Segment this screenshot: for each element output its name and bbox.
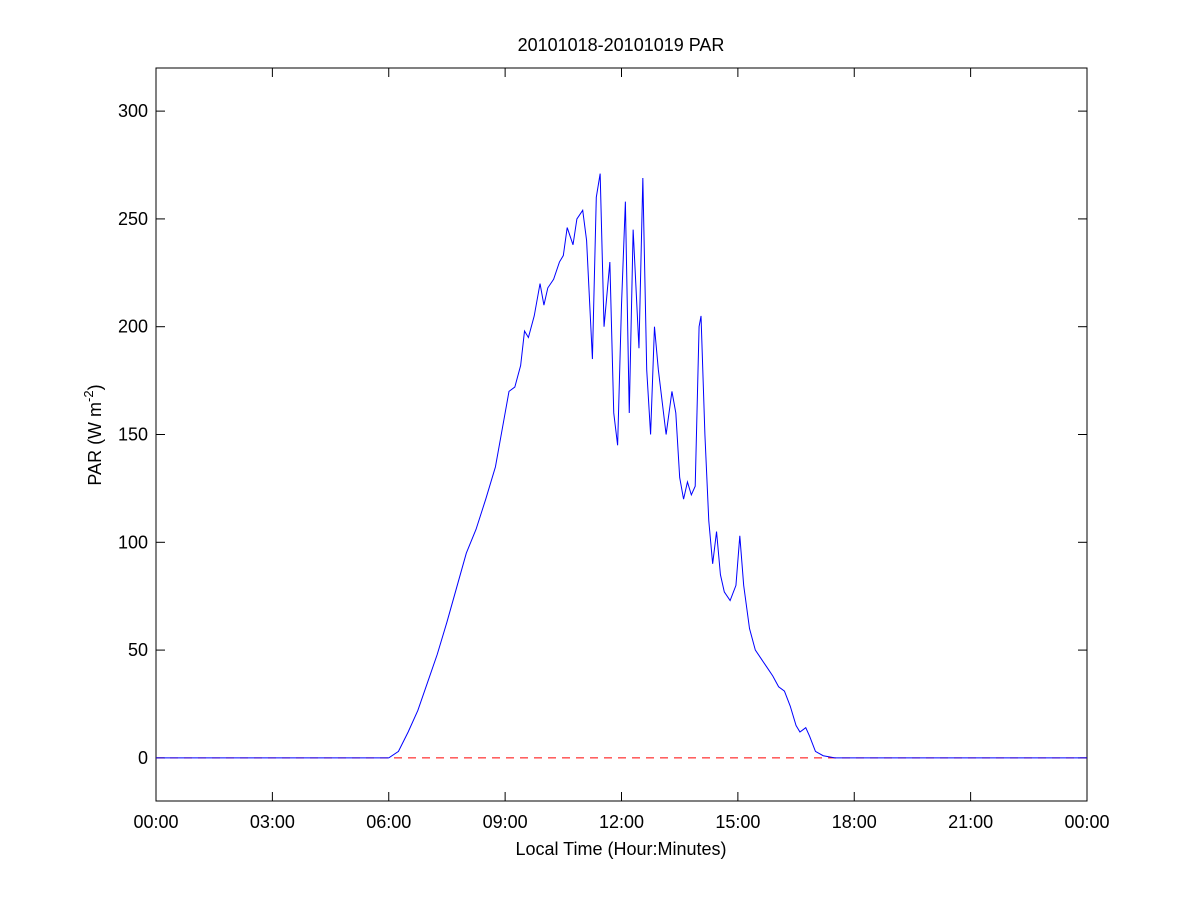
y-axis-label-close: ) [85,384,105,390]
x-tick-label: 12:00 [599,812,644,832]
x-tick-label: 06:00 [366,812,411,832]
x-axis-label: Local Time (Hour:Minutes) [515,839,726,859]
x-tick-label: 21:00 [948,812,993,832]
y-axis-label: PAR (W m-2) [81,384,105,485]
x-tick-label: 00:00 [1064,812,1109,832]
y-tick-label: 150 [118,425,148,445]
y-tick-label: 0 [138,748,148,768]
y-axis-label-main: PAR (W m [85,402,105,486]
x-tick-label: 03:00 [250,812,295,832]
x-tick-label: 00:00 [133,812,178,832]
x-tick-label: 18:00 [832,812,877,832]
x-tick-label: 15:00 [715,812,760,832]
y-axis-label-sup: -2 [81,390,96,402]
data-line [156,173,1087,759]
y-tick-label: 250 [118,209,148,229]
x-tick-label: 09:00 [483,812,528,832]
y-tick-label: 200 [118,317,148,337]
y-tick-label: 50 [128,640,148,660]
plot-frame [155,67,1088,802]
y-tick-label: 300 [118,101,148,121]
chart-title: 20101018-20101019 PAR [518,35,725,55]
y-tick-label: 100 [118,532,148,552]
